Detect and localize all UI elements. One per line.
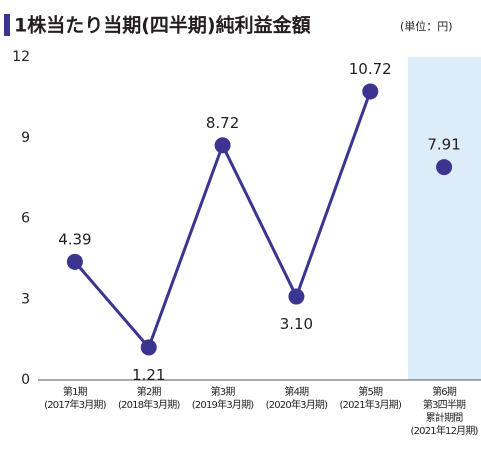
marker [214, 137, 231, 154]
y-tick-label: 9 [21, 130, 30, 146]
data-label: 4.39 [58, 230, 91, 248]
y-tick-label: 6 [21, 211, 30, 227]
data-label: 1.21 [132, 366, 165, 384]
chart-title: 1株当たり当期(四半期)純利益金額 [14, 14, 311, 37]
x-tick-label: 第3四半期 [423, 398, 466, 411]
highlight-band [408, 57, 481, 380]
x-tick-label: 第2期 [137, 385, 162, 398]
data-label: 3.10 [280, 315, 313, 333]
data-label: 8.72 [206, 114, 239, 132]
marker [362, 83, 379, 100]
unit-label: (単位：円) [400, 19, 453, 33]
data-label: 10.72 [349, 60, 392, 78]
y-tick-label: 12 [12, 49, 30, 65]
y-tick-label: 3 [21, 291, 30, 307]
y-tick-label: 0 [21, 372, 30, 388]
x-tick-label: 第1期 [63, 385, 88, 398]
x-tick-label: (2019年3月期) [192, 398, 255, 411]
title-marker [4, 14, 10, 36]
x-tick-label: (2017年3月期) [44, 398, 107, 411]
x-tick-label: (2020年3月期) [266, 398, 329, 411]
marker [140, 339, 157, 356]
x-tick-label: 第3期 [211, 385, 236, 398]
x-tick-label: 第6期 [432, 385, 457, 398]
x-tick-label: 累計期間 [426, 411, 464, 424]
marker [436, 159, 453, 176]
x-tick-label: (2021年12月期) [410, 424, 478, 437]
marker [66, 253, 83, 270]
x-tick-label: (2021年3月期) [339, 398, 402, 411]
x-tick-label: 第5期 [358, 385, 383, 398]
marker [288, 288, 305, 305]
data-label: 7.91 [427, 136, 460, 154]
x-tick-label: 第4期 [284, 385, 309, 398]
x-tick-label: (2018年3月期) [118, 398, 181, 411]
